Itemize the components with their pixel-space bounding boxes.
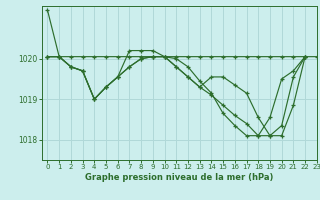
X-axis label: Graphe pression niveau de la mer (hPa): Graphe pression niveau de la mer (hPa) (85, 173, 273, 182)
